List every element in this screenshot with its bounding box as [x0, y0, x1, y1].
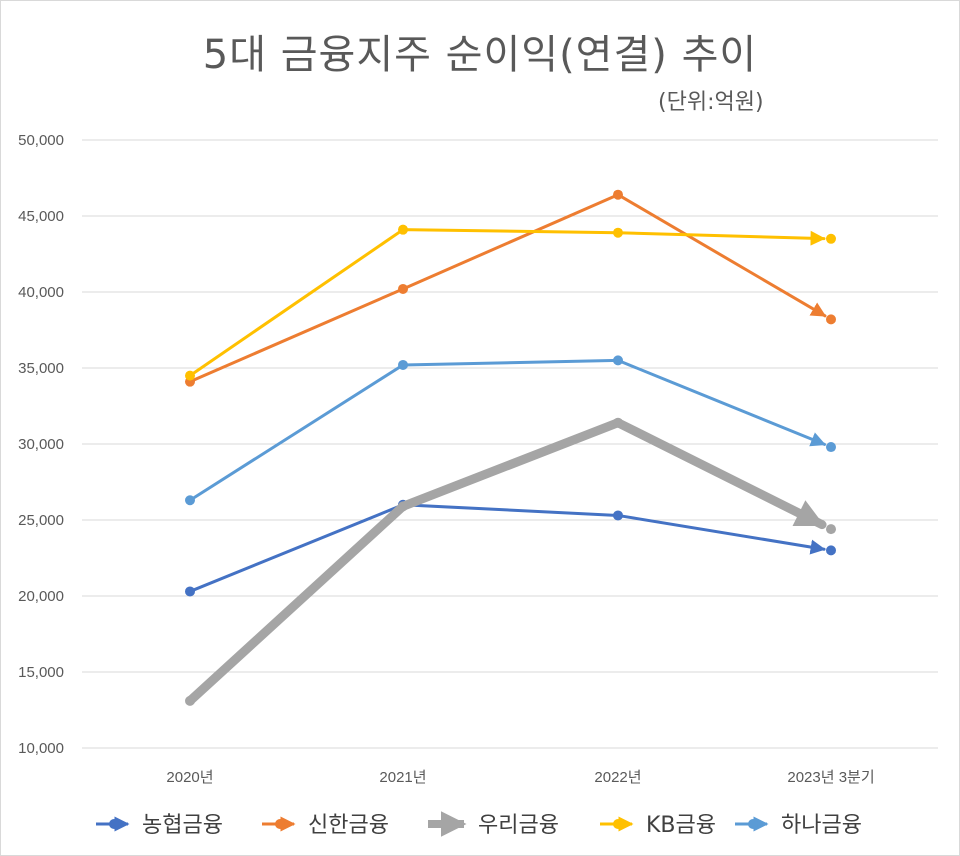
data-point — [613, 510, 623, 521]
x-tick-label: 2022년 — [594, 769, 641, 786]
data-point — [185, 586, 195, 597]
series-line-segment — [616, 193, 827, 318]
y-tick-label: 45,000 — [18, 208, 64, 225]
series-1 — [185, 189, 836, 387]
series-line — [185, 418, 623, 706]
legend: 농협금융 신한금융 우리금융 KB금융 하나금융 — [96, 811, 862, 838]
y-tick-label: 40,000 — [18, 284, 64, 301]
legend-label: 신한금융 — [308, 813, 389, 838]
data-point — [613, 227, 623, 238]
y-tick-label: 25,000 — [18, 512, 64, 529]
data-point — [398, 501, 408, 512]
data-point — [613, 417, 623, 428]
y-axis: 10,000 15,000 20,000 25,000 30,000 35,000 40,0… — [18, 132, 64, 757]
data-point — [398, 283, 408, 294]
data-point — [826, 233, 836, 244]
y-tick-label: 20,000 — [18, 588, 64, 605]
series-line-segment — [616, 358, 827, 447]
y-tick-label: 50,000 — [18, 132, 64, 149]
series-2 — [185, 417, 836, 706]
data-point — [185, 370, 195, 381]
gridlines — [82, 139, 938, 749]
series-line — [188, 358, 620, 502]
legend-item: 하나금융 — [735, 813, 862, 838]
legend-item: 우리금융 — [428, 811, 559, 838]
data-point — [826, 524, 836, 535]
legend-item: KB금융 — [600, 813, 716, 838]
data-point — [185, 495, 195, 506]
series-lines — [185, 189, 836, 706]
data-point — [613, 355, 623, 366]
y-tick-label: 30,000 — [18, 436, 64, 453]
series-line-segment — [616, 230, 826, 246]
series-0 — [185, 499, 836, 597]
data-point — [398, 224, 408, 235]
legend-label: 우리금융 — [478, 813, 559, 838]
legend-marker — [613, 819, 623, 829]
y-tick-label: 35,000 — [18, 360, 64, 377]
legend-marker — [275, 819, 285, 829]
legend-label: KB금융 — [646, 813, 716, 838]
x-tick-label: 2023년 3분기 — [787, 769, 874, 786]
data-point — [826, 314, 836, 325]
data-point — [826, 545, 836, 556]
data-point — [398, 359, 408, 370]
x-axis: 2020년 2021년 2022년 2023년 3분기 — [166, 769, 874, 786]
legend-label: 농협금융 — [142, 813, 223, 838]
series-line-segment — [616, 513, 826, 555]
data-point — [613, 189, 623, 200]
legend-item: 신한금융 — [262, 813, 389, 838]
series-3 — [185, 224, 836, 381]
series-line-segment — [613, 418, 827, 530]
y-tick-label: 10,000 — [18, 740, 64, 757]
chart-title: 5대 금융지주 순이익(연결) 추이 — [202, 32, 758, 78]
data-point — [185, 695, 195, 706]
x-tick-label: 2020년 — [166, 769, 213, 786]
series-4 — [185, 355, 836, 506]
series-line — [188, 503, 620, 593]
data-point — [826, 442, 836, 453]
unit-label: (단위:억원) — [658, 90, 764, 115]
legend-item: 농협금융 — [96, 813, 223, 838]
y-tick-label: 15,000 — [18, 664, 64, 681]
x-tick-label: 2021년 — [379, 769, 426, 786]
legend-marker — [109, 819, 119, 829]
legend-label: 하나금융 — [781, 813, 862, 838]
legend-marker — [748, 819, 758, 829]
